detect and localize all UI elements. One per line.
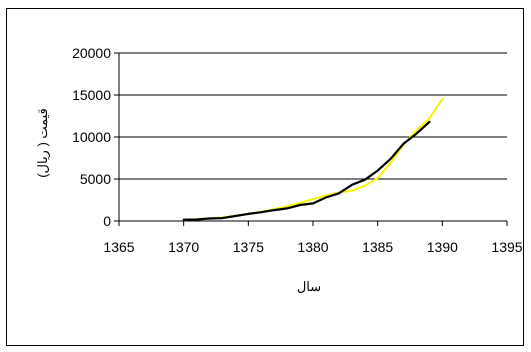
y-tick-label: 15000	[72, 87, 111, 103]
x-tick-label: 1395	[491, 239, 522, 255]
x-tick-label: 1380	[297, 239, 328, 255]
series-line-1	[182, 98, 444, 221]
x-tick-label: 1370	[168, 239, 199, 255]
line-chart: 0 5000 10000 15000 20000 1365 1370 1375 1380 1385…	[35, 45, 523, 294]
tick-labels: 0 5000 10000 15000 20000 1365 1370 1375 1380 1385…	[72, 45, 523, 255]
y-tick-label: 5000	[80, 171, 111, 187]
axes	[114, 52, 508, 226]
y-tick-label: 20000	[72, 45, 111, 61]
series-lines	[182, 98, 444, 221]
x-tick-label: 1390	[427, 239, 458, 255]
series-line-2	[182, 120, 431, 221]
y-tick-label: 10000	[72, 129, 111, 145]
chart-frame: 0 5000 10000 15000 20000 1365 1370 1375 1380 1385…	[6, 8, 524, 346]
gridlines	[119, 52, 507, 180]
y-tick-label: 0	[103, 213, 111, 229]
x-tick-label: 1375	[233, 239, 264, 255]
x-tick-label: 1365	[103, 239, 134, 255]
x-tick-label: 1385	[362, 239, 393, 255]
x-axis-label: سال	[297, 279, 321, 294]
y-axis-label: قیمت ( ریال)	[35, 108, 51, 178]
